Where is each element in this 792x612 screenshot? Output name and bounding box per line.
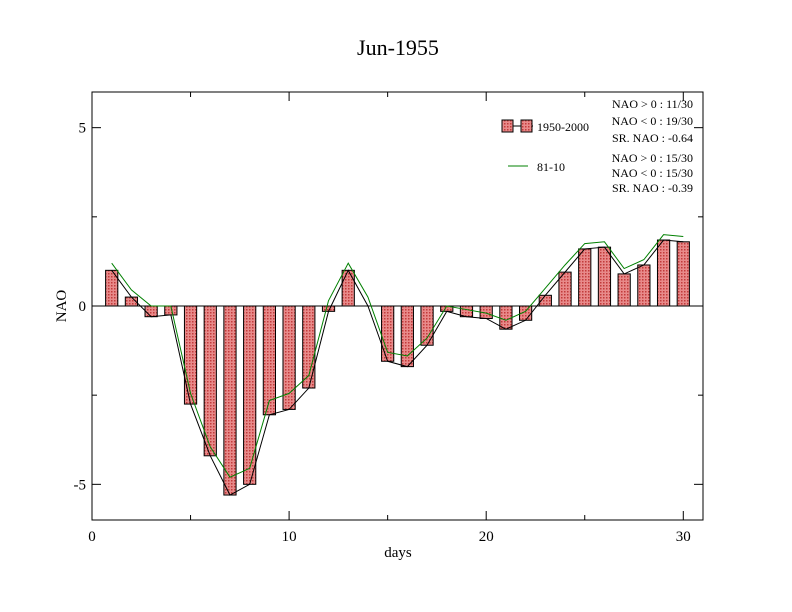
annotation-2-nao-neg: NAO < 0 : 15/30 xyxy=(612,166,693,180)
bar-day-17 xyxy=(420,305,434,346)
x-tick-label-0: 0 xyxy=(88,529,96,545)
axes-group: 0 10 20 30 -5 0 5 xyxy=(74,92,703,545)
bar-day-29 xyxy=(656,239,671,307)
bar-day-26 xyxy=(597,246,612,307)
bar-day-7 xyxy=(223,305,237,496)
legend-bar-swatch-right xyxy=(520,119,533,133)
bar-day-13 xyxy=(341,269,355,307)
annotation-1-sr-nao: SR. NAO : -0.64 xyxy=(612,131,693,145)
stats-annotations: NAO > 0 : 11/30 NAO < 0 : 19/30 SR. NAO … xyxy=(612,97,693,195)
bar-day-27 xyxy=(617,273,631,307)
legend-line-label: 81-10 xyxy=(537,160,565,174)
x-tick-label-10: 10 xyxy=(282,529,297,545)
bars-group xyxy=(105,239,690,496)
bar-day-21 xyxy=(499,305,513,330)
bar-day-28 xyxy=(637,264,651,307)
x-axis-label: days xyxy=(384,545,412,561)
legend: 1950-2000 81-10 xyxy=(501,119,589,174)
bar-day-6 xyxy=(203,305,217,457)
y-tick-label-5: 5 xyxy=(79,121,87,137)
bar-day-16 xyxy=(400,305,414,368)
bar-day-3 xyxy=(144,305,158,318)
annotation-2-sr-nao: SR. NAO : -0.39 xyxy=(612,181,693,195)
legend-bar-swatch-left xyxy=(501,119,514,133)
series-line-81-10 xyxy=(111,234,684,478)
bar-day-25 xyxy=(578,248,592,307)
annotation-2-nao-pos: NAO > 0 : 15/30 xyxy=(612,151,693,165)
chart-title: Jun-1955 xyxy=(357,35,439,60)
y-tick-label-0: 0 xyxy=(79,299,87,315)
bar-day-30 xyxy=(676,241,690,307)
lines-group xyxy=(111,234,684,496)
bar-day-5 xyxy=(183,305,198,405)
x-tick-label-20: 20 xyxy=(479,529,494,545)
x-tick-label-30: 30 xyxy=(676,529,691,545)
y-tick-label--5: -5 xyxy=(74,477,87,493)
annotation-1-nao-pos: NAO > 0 : 11/30 xyxy=(612,97,693,111)
bar-day-10 xyxy=(282,305,296,410)
legend-bar-label: 1950-2000 xyxy=(537,120,589,134)
annotation-1-nao-neg: NAO < 0 : 19/30 xyxy=(612,114,693,128)
bar-day-8 xyxy=(243,305,257,485)
series-line-black xyxy=(111,239,684,496)
y-axis-label: NAO xyxy=(54,290,70,323)
